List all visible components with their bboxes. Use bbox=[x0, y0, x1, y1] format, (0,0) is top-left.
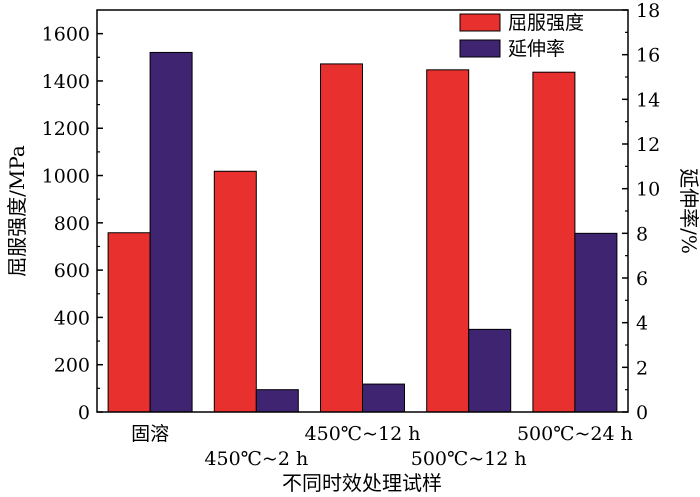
elongation-bar-4 bbox=[468, 328, 512, 413]
right-axis-title: 延伸率/% bbox=[677, 168, 700, 254]
right-tick-label: 8 bbox=[636, 223, 648, 245]
elongation-bar-5 bbox=[574, 232, 618, 413]
right-tick-label: 10 bbox=[636, 179, 660, 201]
left-axis-title: 屈服强度/MPa bbox=[5, 145, 29, 277]
elongation-bar-3 bbox=[362, 383, 405, 413]
elongation-bar-1 bbox=[149, 51, 193, 413]
left-tick-label: 200 bbox=[54, 355, 90, 377]
yield-strength-bar-1 bbox=[107, 232, 151, 413]
left-tick-label: 400 bbox=[54, 307, 90, 329]
right-tick-label: 6 bbox=[636, 268, 648, 290]
yield-strength-bar-5 bbox=[532, 71, 576, 413]
right-tick-label: 2 bbox=[636, 357, 648, 379]
legend-swatch bbox=[459, 39, 501, 58]
x-axis-labels: 固溶 450℃~2 h 450℃~12 h 500℃~12 h 500℃~24 h bbox=[131, 423, 633, 470]
category-label: 500℃~24 h bbox=[517, 423, 633, 445]
yield-strength-bar-2 bbox=[213, 170, 257, 413]
right-tick-label: 16 bbox=[636, 45, 660, 67]
right-tick-label: 12 bbox=[636, 134, 660, 156]
elongation-bar-2 bbox=[255, 389, 299, 413]
right-tick-label: 18 bbox=[636, 0, 660, 22]
yield-strength-bar-4 bbox=[426, 69, 470, 413]
left-tick-label: 1000 bbox=[42, 166, 90, 188]
left-tick-label: 1200 bbox=[42, 118, 90, 140]
category-label: 450℃~2 h bbox=[204, 448, 308, 470]
left-tick-label: 800 bbox=[54, 213, 90, 235]
left-axis: 0 200 400 600 800 1000 1200 1400 1600 bbox=[42, 24, 103, 424]
legend-swatch bbox=[459, 13, 501, 32]
right-tick-label: 14 bbox=[636, 89, 660, 111]
bars-layer bbox=[107, 51, 618, 413]
left-tick-label: 600 bbox=[54, 260, 90, 282]
right-axis: 0 2 4 6 8 10 12 14 16 18 bbox=[622, 0, 660, 424]
category-label: 固溶 bbox=[131, 423, 169, 445]
left-tick-label: 0 bbox=[78, 402, 90, 424]
right-tick-label: 4 bbox=[636, 313, 648, 335]
category-label: 450℃~12 h bbox=[305, 423, 421, 445]
right-tick-label: 0 bbox=[636, 402, 648, 424]
category-label: 500℃~12 h bbox=[411, 448, 527, 470]
legend-label: 延伸率 bbox=[508, 38, 565, 60]
left-tick-label: 1600 bbox=[42, 24, 90, 46]
x-axis-title: 不同时效处理试样 bbox=[282, 471, 442, 495]
left-tick-label: 1400 bbox=[42, 71, 90, 93]
legend-label: 屈服强度 bbox=[508, 12, 584, 34]
yield-strength-bar-3 bbox=[320, 63, 363, 413]
